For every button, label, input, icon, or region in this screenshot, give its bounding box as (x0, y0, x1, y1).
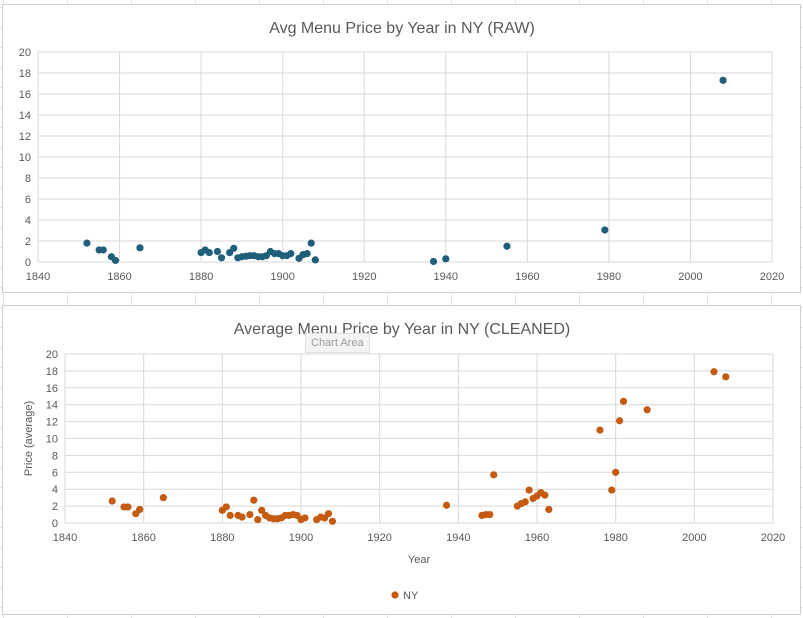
chart-raw-svg: Avg Menu Price by Year in NY (RAW) 0 2 4 6 8 1… (19, 20, 784, 283)
data-point (324, 510, 333, 518)
data-point (222, 503, 230, 511)
y-tick-label: 2 (25, 236, 31, 248)
y-tick-label: 4 (25, 215, 31, 227)
x-tick-label: 1940 (446, 532, 470, 544)
data-point (442, 255, 450, 263)
x-tick-label: 1920 (352, 271, 376, 283)
x-tick-label: 1840 (26, 271, 50, 283)
x-tick-label: 1860 (131, 532, 155, 544)
x-axis-title: Year (408, 554, 431, 566)
data-point (159, 494, 167, 502)
y-tick-label: 20 (46, 349, 58, 361)
y-tick-label: 16 (19, 89, 31, 101)
data-point (486, 510, 494, 519)
y-tick-label: 12 (19, 131, 31, 143)
data-point (136, 505, 144, 514)
y-tick-label: 14 (46, 400, 58, 412)
data-point (643, 406, 651, 414)
data-point (205, 248, 213, 257)
data-point (250, 496, 258, 504)
y-tick-label: 4 (52, 484, 58, 496)
data-point (616, 417, 624, 425)
x-tick-label: 1880 (210, 532, 234, 544)
x-tick-label: 1860 (107, 271, 131, 283)
data-point (541, 491, 549, 499)
x-tick-label: 2020 (760, 271, 784, 283)
x-tick-label: 1960 (515, 271, 539, 283)
data-point (238, 513, 246, 521)
x-tick-label: 1960 (525, 532, 549, 544)
data-point (722, 373, 730, 381)
data-point (108, 497, 116, 505)
data-point (521, 498, 529, 506)
chart-title: Avg Menu Price by Year in NY (RAW) (269, 20, 535, 37)
data-point (601, 226, 609, 234)
x-tick-label: 1880 (189, 271, 213, 283)
legend-label: NY (403, 590, 419, 602)
data-point (99, 246, 107, 254)
data-point (719, 76, 727, 84)
data-point (303, 250, 311, 258)
data-point (83, 239, 91, 247)
data-point (230, 244, 238, 252)
y-tick-label: 18 (19, 68, 31, 80)
data-point (503, 242, 511, 250)
data-point (490, 471, 498, 479)
y-tick-label: 10 (19, 152, 31, 164)
data-point (710, 368, 718, 376)
data-point (213, 247, 222, 256)
y-tick-label: 6 (25, 194, 31, 206)
y-tick-label: 14 (19, 110, 31, 122)
data-point (442, 501, 451, 509)
data-point (619, 397, 628, 405)
y-tick-label: 8 (25, 173, 31, 185)
x-tick-label: 1980 (603, 532, 627, 544)
y-tick-label: 2 (52, 501, 58, 513)
data-point (608, 486, 616, 494)
y-tick-label: 6 (52, 467, 58, 479)
x-tick-label: 1900 (289, 532, 313, 544)
data-point (596, 426, 604, 434)
y-tick-label: 8 (52, 450, 58, 462)
chart-area-tooltip: Chart Area (305, 333, 370, 353)
data-point (287, 250, 295, 258)
x-tick-label: 1940 (434, 271, 458, 283)
y-tick-label: 10 (46, 434, 58, 446)
data-point (525, 486, 533, 494)
data-point (258, 506, 266, 514)
data-point (328, 517, 337, 525)
data-point (136, 244, 144, 252)
y-tick-label: 20 (19, 47, 31, 59)
data-point (311, 256, 319, 264)
x-tick-label: 2000 (678, 271, 702, 283)
y-tick-label: 0 (52, 518, 58, 530)
data-point (226, 511, 234, 519)
x-tick-label: 1900 (270, 271, 294, 283)
chart-raw[interactable]: Avg Menu Price by Year in NY (RAW) 0 2 4 6 8 1… (2, 4, 801, 293)
x-tick-label: 1840 (53, 532, 77, 544)
data-point (301, 514, 309, 522)
chart-cleaned[interactable]: Average Menu Price by Year in NY (CLEANE… (2, 305, 801, 615)
chart-cleaned-svg: Average Menu Price by Year in NY (CLEANE… (23, 321, 785, 602)
data-point (429, 257, 438, 266)
y-tick-label: 18 (46, 366, 58, 378)
y-tick-label: 12 (46, 417, 58, 429)
x-tick-label: 1920 (367, 532, 391, 544)
data-point (124, 503, 132, 511)
data-point (307, 239, 315, 247)
x-tick-label: 1980 (597, 271, 621, 283)
data-point (246, 510, 254, 519)
y-axis-title: Price (average) (23, 401, 35, 476)
data-point (612, 468, 620, 476)
data-point (254, 516, 262, 524)
chart-title: Average Menu Price by Year in NY (CLEANE… (234, 321, 570, 338)
data-point (217, 254, 226, 262)
y-tick-label: 0 (25, 257, 31, 269)
legend-marker (391, 591, 399, 599)
x-tick-label: 2000 (682, 532, 706, 544)
data-point (111, 256, 120, 265)
x-tick-label: 2020 (761, 532, 785, 544)
data-point (545, 505, 553, 514)
y-tick-label: 16 (46, 383, 58, 395)
